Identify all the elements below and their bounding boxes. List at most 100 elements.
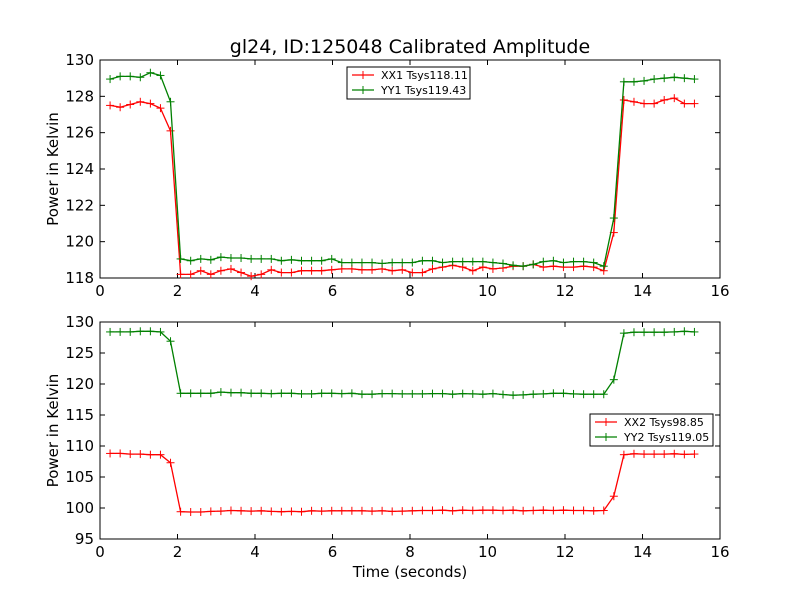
data-point (418, 389, 427, 398)
data-point (196, 508, 205, 517)
data-point (196, 266, 205, 275)
data-point (418, 506, 427, 515)
data-point (247, 254, 256, 263)
data-point (126, 100, 135, 109)
data-point (579, 390, 588, 399)
data-point (418, 256, 427, 265)
y-tick-label: 100 (65, 499, 94, 517)
y-tick-label: 95 (75, 530, 94, 548)
plots-layer: 0 2 4 6 8 10 12 14 16118120122124126128130Power … (44, 51, 730, 581)
data-point (136, 327, 145, 336)
data-point (297, 266, 306, 275)
data-point (357, 506, 366, 515)
y-tick-label: 120 (65, 233, 94, 251)
data-point (660, 450, 669, 459)
data-point (378, 259, 387, 268)
plot-panel-1: 0 2 4 6 8 10 12 14 16 118 120 122 124 126 128 130 Power … (44, 51, 730, 300)
data-point (287, 389, 296, 398)
data-point (418, 268, 427, 277)
data-point (176, 389, 185, 398)
x-tick-label: 12 (555, 282, 574, 300)
data-point (670, 73, 679, 82)
data-point (619, 329, 628, 338)
data-point (529, 506, 538, 515)
data-point (640, 328, 649, 337)
data-point (317, 389, 326, 398)
data-point (428, 389, 437, 398)
data-point (529, 390, 538, 399)
data-point (136, 97, 145, 106)
x-tick-label: 8 (405, 282, 415, 300)
data-point (166, 126, 175, 135)
data-point (539, 257, 548, 266)
data-point (327, 506, 336, 515)
data-point (388, 507, 397, 516)
data-point (146, 327, 155, 336)
x-tick-label: 6 (328, 543, 338, 561)
data-point (146, 68, 155, 77)
data-point (468, 506, 477, 515)
data-point (398, 389, 407, 398)
data-point (640, 99, 649, 108)
data-point (297, 256, 306, 265)
data-point (468, 257, 477, 266)
data-point (589, 258, 598, 267)
data-point (126, 72, 135, 81)
data-point (136, 73, 145, 82)
y-axis-label: Power in Kelvin (44, 112, 62, 226)
data-point (539, 506, 548, 515)
data-point (398, 258, 407, 267)
data-point (216, 253, 225, 262)
data-point (589, 390, 598, 399)
y-tick-label: 126 (65, 124, 94, 142)
data-point (559, 258, 568, 267)
data-point (247, 507, 256, 516)
data-point (519, 262, 528, 271)
data-point (216, 507, 225, 516)
x-tick-label: 8 (405, 543, 415, 561)
data-point (327, 254, 336, 263)
data-point (478, 390, 487, 399)
y-tick-label: 105 (65, 468, 94, 486)
data-point (609, 492, 618, 501)
data-point (116, 103, 125, 112)
data-point (196, 389, 205, 398)
data-point (226, 254, 235, 263)
data-point (206, 389, 215, 398)
y-tick-label: 124 (65, 160, 94, 178)
data-point (569, 506, 578, 515)
x-tick-label: 16 (710, 543, 729, 561)
data-point (156, 450, 165, 459)
data-point (640, 76, 649, 85)
y-tick-label: 120 (65, 375, 94, 393)
data-point (277, 389, 286, 398)
data-point (116, 449, 125, 458)
data-point (388, 389, 397, 398)
data-point (357, 265, 366, 274)
data-point (166, 458, 175, 467)
data-point (307, 389, 316, 398)
data-point (216, 266, 225, 275)
data-point (267, 507, 276, 516)
data-point (287, 507, 296, 516)
data-point (347, 389, 356, 398)
data-point (368, 390, 377, 399)
legend: XX2 Tsys98.85 YY2 Tsys119.05 (589, 413, 714, 447)
x-tick-label: 2 (173, 282, 183, 300)
legend-item-1: XX2 Tsys98.85 (595, 416, 704, 429)
data-point (488, 389, 497, 398)
data-point (629, 77, 638, 86)
series-1 (106, 449, 699, 517)
data-point (650, 328, 659, 337)
data-point (307, 256, 316, 265)
data-point (237, 388, 246, 397)
data-point (509, 506, 518, 515)
data-point (559, 389, 568, 398)
y-tick-label: 125 (65, 344, 94, 362)
data-point (116, 72, 125, 81)
data-point (327, 265, 336, 274)
data-point (136, 450, 145, 459)
legend-item-2: YY2 Tsys119.05 (595, 431, 709, 444)
x-tick-label: 4 (250, 282, 260, 300)
data-point (106, 449, 115, 458)
